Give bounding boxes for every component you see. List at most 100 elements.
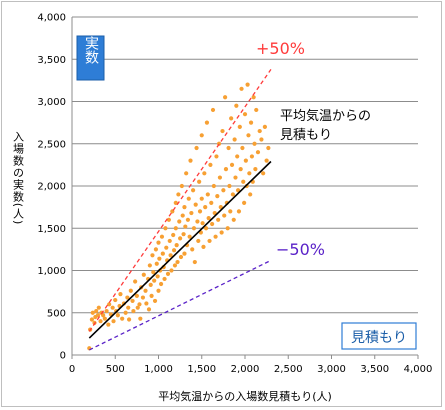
data-point bbox=[111, 319, 116, 324]
data-point bbox=[149, 293, 154, 298]
data-point bbox=[257, 128, 262, 134]
data-point bbox=[164, 245, 169, 250]
data-point bbox=[180, 213, 185, 218]
data-point bbox=[107, 302, 112, 307]
x-tick-label: 3,000 bbox=[317, 364, 346, 375]
estimate-line-label-2: 見積もり bbox=[280, 128, 332, 143]
data-point bbox=[143, 288, 148, 293]
data-point bbox=[160, 251, 165, 256]
data-point bbox=[101, 313, 106, 318]
x-tick-label: 0 bbox=[69, 364, 75, 375]
data-point bbox=[148, 282, 153, 287]
data-point bbox=[237, 124, 242, 129]
data-point bbox=[147, 263, 152, 268]
y-tick-label: 3,500 bbox=[37, 55, 66, 66]
data-point bbox=[208, 162, 213, 167]
data-point bbox=[131, 308, 136, 314]
minus-50-label: −50% bbox=[276, 240, 325, 259]
data-point bbox=[243, 158, 248, 163]
data-point bbox=[262, 124, 267, 129]
data-point bbox=[113, 297, 118, 303]
data-point bbox=[135, 305, 140, 310]
data-point bbox=[190, 247, 195, 252]
data-point bbox=[162, 276, 167, 282]
data-point bbox=[247, 171, 252, 176]
data-point bbox=[163, 226, 168, 231]
data-point bbox=[178, 254, 184, 260]
data-point bbox=[157, 256, 162, 261]
data-point bbox=[229, 162, 235, 167]
data-point bbox=[241, 179, 246, 184]
data-point bbox=[94, 308, 99, 314]
data-point bbox=[216, 217, 221, 222]
data-point bbox=[154, 261, 159, 266]
data-point bbox=[230, 192, 235, 197]
data-point bbox=[168, 253, 173, 258]
data-point bbox=[225, 226, 230, 231]
data-point bbox=[156, 240, 161, 245]
x-tick-label: 500 bbox=[106, 364, 125, 375]
data-point bbox=[173, 226, 178, 231]
data-point bbox=[126, 305, 131, 310]
y-tick-label: 0 bbox=[60, 351, 66, 362]
data-point bbox=[248, 192, 253, 197]
data-point bbox=[106, 322, 111, 327]
data-point bbox=[166, 217, 171, 222]
data-point bbox=[178, 236, 183, 241]
data-point bbox=[201, 244, 206, 249]
y-tick-label: 500 bbox=[47, 308, 66, 319]
data-point bbox=[167, 238, 172, 244]
data-point bbox=[172, 263, 178, 268]
y-tick-label: 4,000 bbox=[37, 13, 66, 24]
data-point bbox=[266, 145, 271, 151]
data-point bbox=[211, 183, 216, 189]
data-point bbox=[191, 226, 197, 231]
data-point bbox=[128, 288, 133, 293]
data-point bbox=[223, 95, 228, 100]
data-point bbox=[203, 226, 209, 231]
data-point bbox=[207, 238, 212, 244]
x-tick-label: 2,500 bbox=[274, 364, 303, 375]
data-point bbox=[240, 145, 245, 151]
data-point bbox=[236, 209, 242, 214]
data-point bbox=[90, 310, 95, 315]
data-point bbox=[146, 307, 152, 312]
data-point bbox=[125, 295, 130, 300]
data-point bbox=[120, 316, 125, 321]
data-point bbox=[177, 219, 182, 224]
data-point bbox=[193, 202, 198, 207]
data-point bbox=[233, 175, 238, 180]
data-point bbox=[194, 145, 199, 151]
gridlines bbox=[72, 16, 418, 314]
y-tick-label: 1,500 bbox=[37, 224, 66, 235]
data-point bbox=[254, 107, 259, 113]
data-point bbox=[140, 295, 146, 300]
data-point bbox=[96, 305, 101, 310]
data-point bbox=[196, 238, 201, 244]
data-point bbox=[188, 158, 193, 163]
x-tick-label: 1,000 bbox=[144, 364, 173, 375]
data-point bbox=[223, 167, 229, 172]
data-point bbox=[205, 192, 210, 197]
data-point bbox=[110, 305, 115, 310]
data-point bbox=[235, 188, 241, 193]
data-point bbox=[234, 103, 239, 108]
data-point bbox=[246, 133, 251, 138]
data-point bbox=[204, 120, 210, 125]
data-point bbox=[185, 217, 191, 222]
data-points bbox=[87, 82, 271, 351]
data-point bbox=[174, 243, 179, 248]
data-point bbox=[192, 259, 197, 265]
data-point bbox=[219, 230, 224, 235]
x-tick-labels: 0 500 1,000 1,500 2,000 2,500 3,000 3,500 4,000 bbox=[69, 364, 433, 375]
data-point bbox=[239, 86, 244, 91]
data-point bbox=[217, 175, 223, 180]
data-point bbox=[169, 268, 174, 273]
y-tick-label: 2,000 bbox=[37, 182, 66, 193]
data-point bbox=[253, 167, 258, 172]
x-tick-label: 1,500 bbox=[187, 364, 216, 375]
data-point bbox=[242, 112, 248, 117]
data-point bbox=[184, 171, 189, 176]
data-point bbox=[182, 205, 187, 210]
